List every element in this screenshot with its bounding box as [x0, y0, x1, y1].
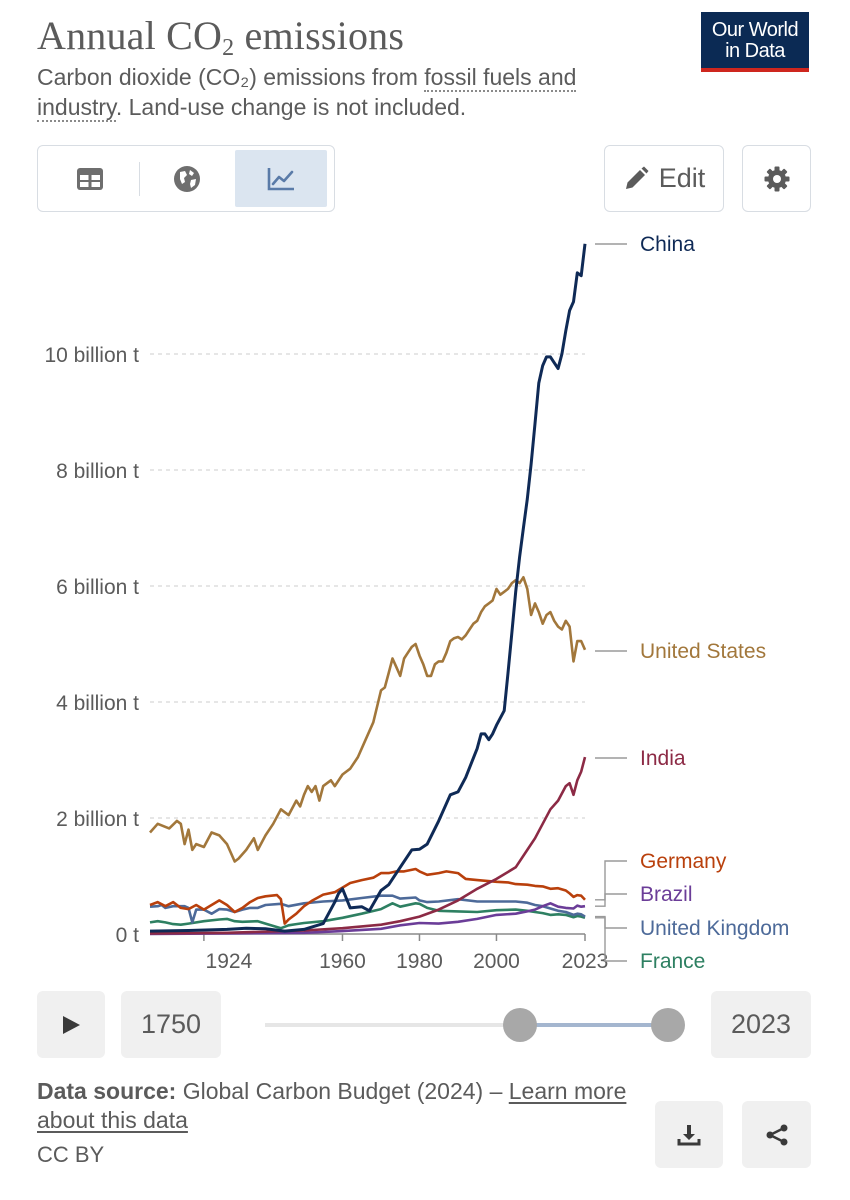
tab-map[interactable] — [141, 150, 233, 207]
series-line-china — [149, 243, 587, 933]
series-line-brazil — [149, 902, 586, 936]
line-chart: 0 t 2 billion t 4 billion t 6 billion t 8 bi… — [44, 233, 789, 973]
series-label-india: India — [640, 747, 686, 770]
chart-subtitle: Carbon dioxide (CO₂) emissions from foss… — [37, 64, 577, 122]
y-tick-label: 10 billion t — [44, 344, 139, 367]
label-connector — [595, 860, 627, 901]
subtitle-link[interactable]: fossil fuels and industry — [37, 64, 577, 122]
series-line-united-states — [149, 576, 587, 863]
play-icon — [63, 1015, 80, 1034]
series-line-united-kingdom — [149, 894, 586, 924]
series-label-united-states: United States — [640, 640, 766, 663]
gear-icon — [764, 166, 789, 191]
download-button[interactable] — [655, 1101, 723, 1168]
share-button[interactable] — [742, 1101, 811, 1168]
edit-button[interactable]: Edit — [604, 145, 724, 212]
tab-chart[interactable] — [235, 150, 327, 207]
y-tick-label: 4 billion t — [56, 692, 139, 715]
x-tick-label: 1980 — [396, 950, 443, 973]
timeline-start-year[interactable]: 1750 — [121, 991, 221, 1058]
owid-logo[interactable]: Our World in Data — [701, 12, 809, 72]
x-tick-label: 1924 — [206, 950, 253, 973]
series-label-china: China — [640, 233, 695, 256]
x-tick-label: 2023 — [562, 950, 609, 973]
series-label-brazil: Brazil — [640, 883, 693, 906]
settings-button[interactable] — [742, 145, 811, 212]
edit-label: Edit — [658, 163, 706, 193]
series-label-germany: Germany — [640, 850, 727, 873]
play-button[interactable] — [37, 991, 105, 1058]
label-connector — [595, 893, 627, 907]
view-tabs — [37, 145, 335, 212]
table-icon — [77, 167, 103, 190]
license: CC BY — [37, 1142, 105, 1167]
y-tick-label: 2 billion t — [56, 808, 139, 831]
x-tick-label: 1960 — [319, 950, 366, 973]
share-icon — [766, 1124, 787, 1145]
timeline-track[interactable] — [265, 1023, 520, 1027]
series-line-france — [149, 902, 586, 930]
timeline-start-handle[interactable] — [503, 1008, 537, 1042]
series-label-united-kingdom: United Kingdom — [640, 917, 789, 940]
chart-title: Annual CO2 emissions — [37, 13, 405, 61]
timeline-range — [520, 1023, 668, 1027]
tab-table[interactable] — [44, 150, 136, 207]
y-tick-label: 0 t — [116, 924, 140, 947]
globe-icon — [174, 165, 200, 192]
label-connector — [595, 917, 627, 962]
data-source: Data source: Global Carbon Budget (2024)… — [37, 1078, 627, 1133]
timeline-end-year[interactable]: 2023 — [711, 991, 811, 1058]
series-label-france: France — [640, 950, 705, 973]
download-icon — [677, 1124, 701, 1145]
learn-more-link[interactable]: Learn more about this data — [37, 1078, 627, 1133]
series-line-india — [149, 756, 587, 935]
y-tick-label: 8 billion t — [56, 460, 139, 483]
x-tick-label: 2000 — [473, 950, 520, 973]
y-tick-label: 6 billion t — [56, 576, 139, 599]
line-chart-icon — [267, 167, 294, 190]
pencil-icon — [625, 166, 649, 189]
timeline-end-handle[interactable] — [651, 1008, 685, 1042]
series-line-germany — [149, 867, 586, 925]
